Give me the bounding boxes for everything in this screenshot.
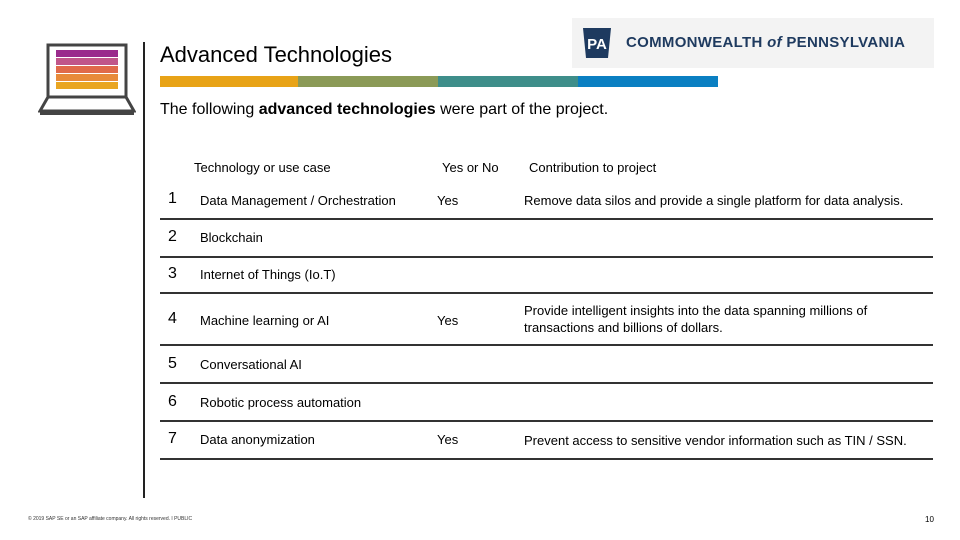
laptop-screen-bar [56, 58, 118, 65]
row-technology: Blockchain [200, 230, 263, 245]
page-number: 10 [925, 515, 934, 524]
row-number: 4 [168, 310, 177, 327]
copyright-footer: © 2019 SAP SE or an SAP affiliate compan… [28, 516, 193, 522]
stripe-segment-1 [160, 76, 298, 87]
table-row: 6 Robotic process automation [160, 384, 933, 422]
row-contribution: Provide intelligent insights into the da… [524, 303, 868, 335]
table-row: 5 Conversational AI [160, 346, 933, 384]
table-row: 3 Internet of Things (Io.T) [160, 258, 933, 294]
row-number: 2 [168, 228, 177, 245]
row-yes-no: Yes [437, 432, 459, 447]
row-technology: Data Management / Orchestration [200, 193, 396, 208]
keystone-icon: PA [583, 28, 611, 58]
header-yes-no: Yes or No [442, 160, 499, 175]
row-number: 7 [168, 430, 177, 447]
row-contribution: Prevent access to sensitive vendor infor… [524, 433, 907, 448]
row-number: 5 [168, 355, 177, 372]
stripe-segment-4 [578, 76, 718, 87]
row-technology: Internet of Things (Io.T) [200, 267, 336, 282]
laptop-screen-bar [56, 50, 118, 57]
row-yes-no: Yes [437, 193, 459, 208]
header-technology: Technology or use case [194, 160, 331, 175]
row-technology: Machine learning or AI [200, 313, 330, 328]
stripe-segment-3 [438, 76, 578, 87]
subtitle: The following advanced technologies were… [160, 101, 609, 118]
header-contribution: Contribution to project [529, 160, 657, 175]
table-row: 7 Data anonymization Yes Prevent access … [160, 422, 933, 460]
page-title: Advanced Technologies [160, 42, 392, 67]
logo-badge-text: PA [587, 36, 607, 53]
table-row: 2 Blockchain [160, 220, 933, 258]
stripe-segment-2 [298, 76, 438, 87]
row-contribution: Remove data silos and provide a single p… [524, 193, 904, 208]
laptop-icon [38, 43, 136, 115]
laptop-screen-bar [56, 66, 118, 73]
row-number: 3 [168, 265, 177, 282]
row-technology: Robotic process automation [200, 395, 362, 410]
row-technology: Data anonymization [200, 432, 315, 447]
table-row: 4 Machine learning or AI Yes Provide int… [160, 294, 933, 346]
row-number: 6 [168, 393, 177, 410]
vertical-divider [143, 42, 145, 498]
pennsylvania-logo: PA COMMONWEALTH of PENNSYLVANIA [572, 18, 934, 68]
laptop-screen-bar [56, 82, 118, 89]
laptop-screen-bar [56, 74, 118, 81]
row-yes-no: Yes [437, 313, 459, 328]
row-technology: Conversational AI [200, 357, 302, 372]
logo-text: COMMONWEALTH of PENNSYLVANIA [626, 34, 906, 51]
table-row: 1 Data Management / Orchestration Yes Re… [160, 182, 933, 220]
row-number: 1 [168, 190, 177, 207]
